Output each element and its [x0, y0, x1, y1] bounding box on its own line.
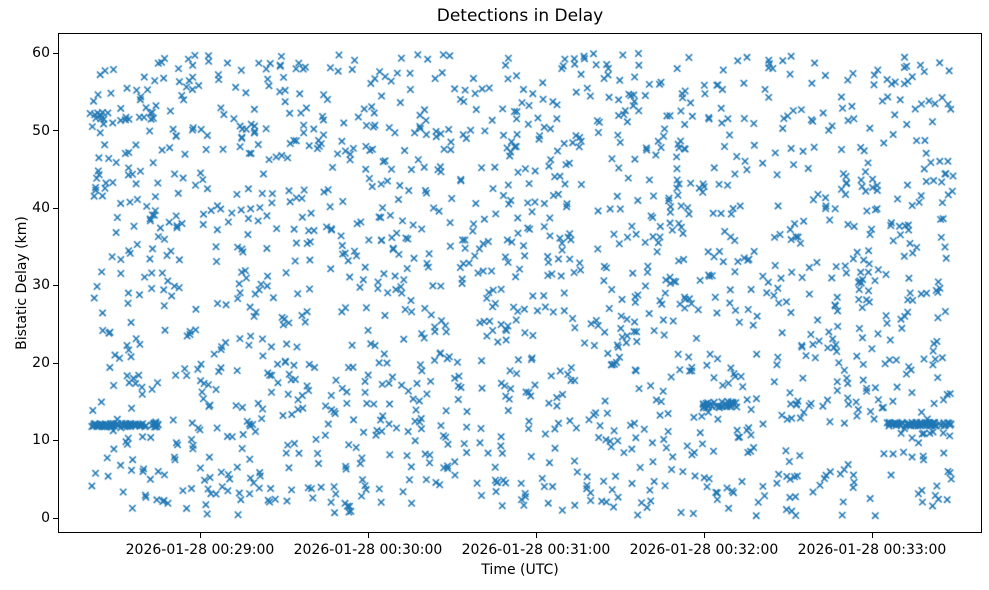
y-tick-mark — [53, 363, 58, 364]
scatter-canvas — [59, 34, 981, 532]
y-tick-label: 50 — [32, 123, 50, 139]
y-tick-label: 40 — [32, 200, 50, 216]
x-tick-label: 2026-01-28 00:32:00 — [629, 542, 779, 558]
x-tick-label: 2026-01-28 00:33:00 — [797, 542, 947, 558]
y-axis-label: Bistatic Delay (km) — [14, 216, 30, 350]
x-tick-label: 2026-01-28 00:29:00 — [125, 542, 275, 558]
plot-area — [58, 33, 982, 533]
y-tick-mark — [53, 285, 58, 286]
y-tick-mark — [53, 130, 58, 131]
y-tick-label: 30 — [32, 277, 50, 293]
x-tick-mark — [368, 533, 369, 538]
x-tick-mark — [704, 533, 705, 538]
y-tick-label: 20 — [32, 355, 50, 371]
x-tick-mark — [536, 533, 537, 538]
y-tick-label: 0 — [41, 510, 50, 526]
y-tick-mark — [53, 208, 58, 209]
y-tick-label: 60 — [32, 45, 50, 61]
chart-title: Detections in Delay — [436, 6, 604, 26]
y-tick-mark — [53, 53, 58, 54]
x-axis-label: Time (UTC) — [481, 562, 559, 578]
y-tick-mark — [53, 440, 58, 441]
x-tick-label: 2026-01-28 00:31:00 — [461, 542, 611, 558]
y-tick-label: 10 — [32, 432, 50, 448]
x-tick-mark — [200, 533, 201, 538]
y-tick-mark — [53, 518, 58, 519]
x-tick-mark — [872, 533, 873, 538]
x-tick-label: 2026-01-28 00:30:00 — [293, 542, 443, 558]
